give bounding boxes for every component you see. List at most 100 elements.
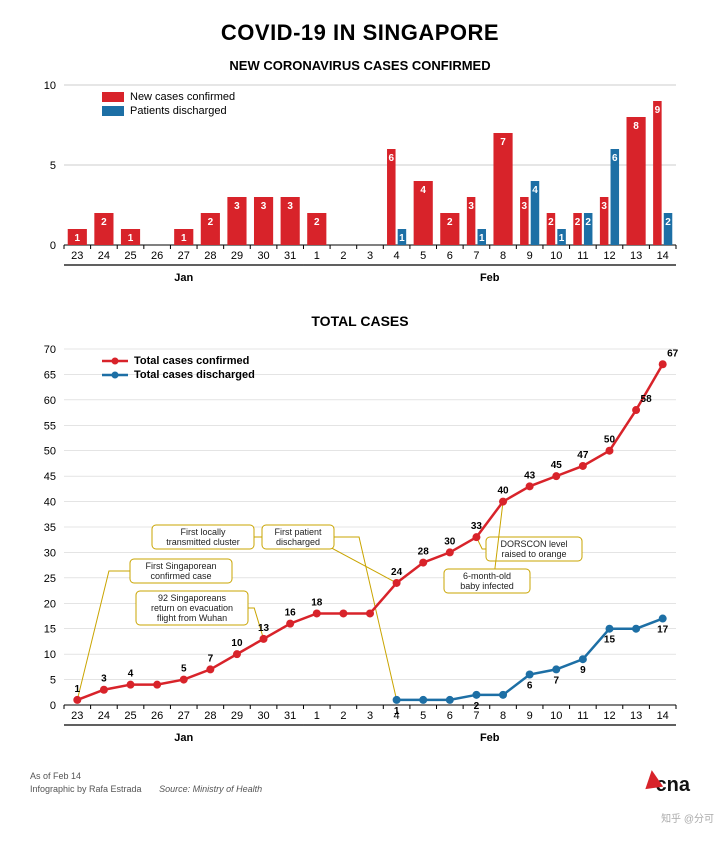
svg-text:40: 40 xyxy=(497,486,509,497)
svg-text:7: 7 xyxy=(208,653,214,664)
page-title: COVID-19 IN SINGAPORE xyxy=(30,20,690,46)
svg-text:6: 6 xyxy=(447,710,453,722)
svg-text:4: 4 xyxy=(128,669,134,680)
svg-text:11: 11 xyxy=(577,710,588,722)
svg-text:Feb: Feb xyxy=(480,732,500,744)
bar-chart-subtitle: NEW CORONAVIRUS CASES CONFIRMED xyxy=(30,58,690,73)
footer-credits: Infographic by Rafa Estrada Source: Mini… xyxy=(30,784,262,794)
svg-text:5: 5 xyxy=(50,160,56,172)
svg-text:8: 8 xyxy=(500,710,506,722)
svg-text:7: 7 xyxy=(553,675,559,686)
svg-text:3: 3 xyxy=(101,674,107,685)
svg-text:13: 13 xyxy=(630,710,642,722)
svg-text:2: 2 xyxy=(447,217,453,228)
svg-text:8: 8 xyxy=(633,121,639,132)
svg-text:3: 3 xyxy=(468,201,474,212)
svg-text:Jan: Jan xyxy=(174,272,193,284)
svg-text:35: 35 xyxy=(44,522,56,534)
svg-text:23: 23 xyxy=(71,710,83,722)
svg-text:26: 26 xyxy=(151,710,163,722)
svg-text:9: 9 xyxy=(527,250,533,262)
watermark: 知乎 @分可 xyxy=(661,810,714,825)
svg-text:2: 2 xyxy=(665,217,671,228)
svg-text:18: 18 xyxy=(311,597,323,608)
svg-text:baby infected: baby infected xyxy=(460,581,514,591)
svg-text:2: 2 xyxy=(585,217,591,228)
svg-text:11: 11 xyxy=(577,250,588,262)
svg-text:29: 29 xyxy=(231,710,243,722)
svg-text:43: 43 xyxy=(524,470,536,481)
svg-text:92 Singaporeans: 92 Singaporeans xyxy=(158,593,227,603)
svg-text:DORSCON level: DORSCON level xyxy=(500,539,567,549)
svg-text:6: 6 xyxy=(389,153,395,164)
svg-text:2: 2 xyxy=(474,701,480,712)
svg-text:1: 1 xyxy=(394,706,400,717)
svg-text:3: 3 xyxy=(522,201,528,212)
svg-text:29: 29 xyxy=(231,250,243,262)
svg-text:7: 7 xyxy=(473,250,479,262)
svg-text:Jan: Jan xyxy=(174,732,193,744)
svg-text:10: 10 xyxy=(44,649,56,661)
svg-text:25: 25 xyxy=(44,573,56,585)
svg-text:3: 3 xyxy=(601,201,607,212)
svg-text:17: 17 xyxy=(657,625,669,636)
svg-text:2: 2 xyxy=(575,217,581,228)
line-chart: 0510152025303540455055606570232425262728… xyxy=(30,333,690,763)
svg-text:1: 1 xyxy=(559,233,565,244)
svg-text:12: 12 xyxy=(603,710,615,722)
svg-text:24: 24 xyxy=(391,567,403,578)
svg-text:9: 9 xyxy=(580,665,586,676)
svg-text:27: 27 xyxy=(178,250,190,262)
svg-text:16: 16 xyxy=(285,608,297,619)
svg-text:confirmed case: confirmed case xyxy=(150,571,211,581)
svg-text:28: 28 xyxy=(418,547,430,558)
svg-text:1: 1 xyxy=(128,233,134,244)
svg-text:67: 67 xyxy=(667,348,679,359)
svg-text:26: 26 xyxy=(151,250,163,262)
svg-text:return on evacuation: return on evacuation xyxy=(151,603,233,613)
svg-text:14: 14 xyxy=(657,250,669,262)
svg-text:31: 31 xyxy=(284,710,296,722)
svg-text:5: 5 xyxy=(420,250,426,262)
svg-text:15: 15 xyxy=(604,635,616,646)
svg-text:25: 25 xyxy=(124,710,136,722)
svg-text:1: 1 xyxy=(181,233,187,244)
svg-text:5: 5 xyxy=(181,664,187,675)
svg-text:3: 3 xyxy=(367,250,373,262)
svg-text:24: 24 xyxy=(98,250,110,262)
svg-text:2: 2 xyxy=(340,710,346,722)
svg-text:flight from Wuhan: flight from Wuhan xyxy=(157,613,227,623)
svg-text:7: 7 xyxy=(500,137,506,148)
svg-text:6: 6 xyxy=(527,680,533,691)
svg-text:60: 60 xyxy=(44,395,56,407)
bar-chart-legend: New cases confirmedPatients discharged xyxy=(102,91,235,119)
svg-text:2: 2 xyxy=(314,217,320,228)
svg-text:13: 13 xyxy=(258,623,270,634)
svg-text:raised to orange: raised to orange xyxy=(501,549,566,559)
svg-text:10: 10 xyxy=(44,80,56,92)
svg-text:0: 0 xyxy=(50,240,56,252)
svg-text:55: 55 xyxy=(44,420,56,432)
cna-logo: cna xyxy=(656,774,690,797)
svg-text:58: 58 xyxy=(641,394,653,405)
svg-text:3: 3 xyxy=(367,710,373,722)
svg-text:30: 30 xyxy=(257,250,269,262)
footer: As of Feb 14 Infographic by Rafa Estrada… xyxy=(30,771,690,797)
svg-text:Feb: Feb xyxy=(480,272,500,284)
svg-text:First patient: First patient xyxy=(274,527,322,537)
svg-text:31: 31 xyxy=(284,250,296,262)
svg-text:70: 70 xyxy=(44,344,56,356)
svg-text:30: 30 xyxy=(444,536,456,547)
svg-text:15: 15 xyxy=(44,624,56,636)
svg-text:transmitted cluster: transmitted cluster xyxy=(166,537,240,547)
svg-text:2: 2 xyxy=(548,217,554,228)
svg-text:10: 10 xyxy=(550,710,562,722)
svg-text:1: 1 xyxy=(75,233,81,244)
svg-text:discharged: discharged xyxy=(276,537,320,547)
svg-text:4: 4 xyxy=(532,185,538,196)
bar-chart: 0510231242251262712822933033131223461546… xyxy=(30,77,690,307)
svg-text:25: 25 xyxy=(124,250,136,262)
svg-text:2: 2 xyxy=(208,217,214,228)
svg-text:65: 65 xyxy=(44,369,56,381)
svg-text:1: 1 xyxy=(399,233,405,244)
